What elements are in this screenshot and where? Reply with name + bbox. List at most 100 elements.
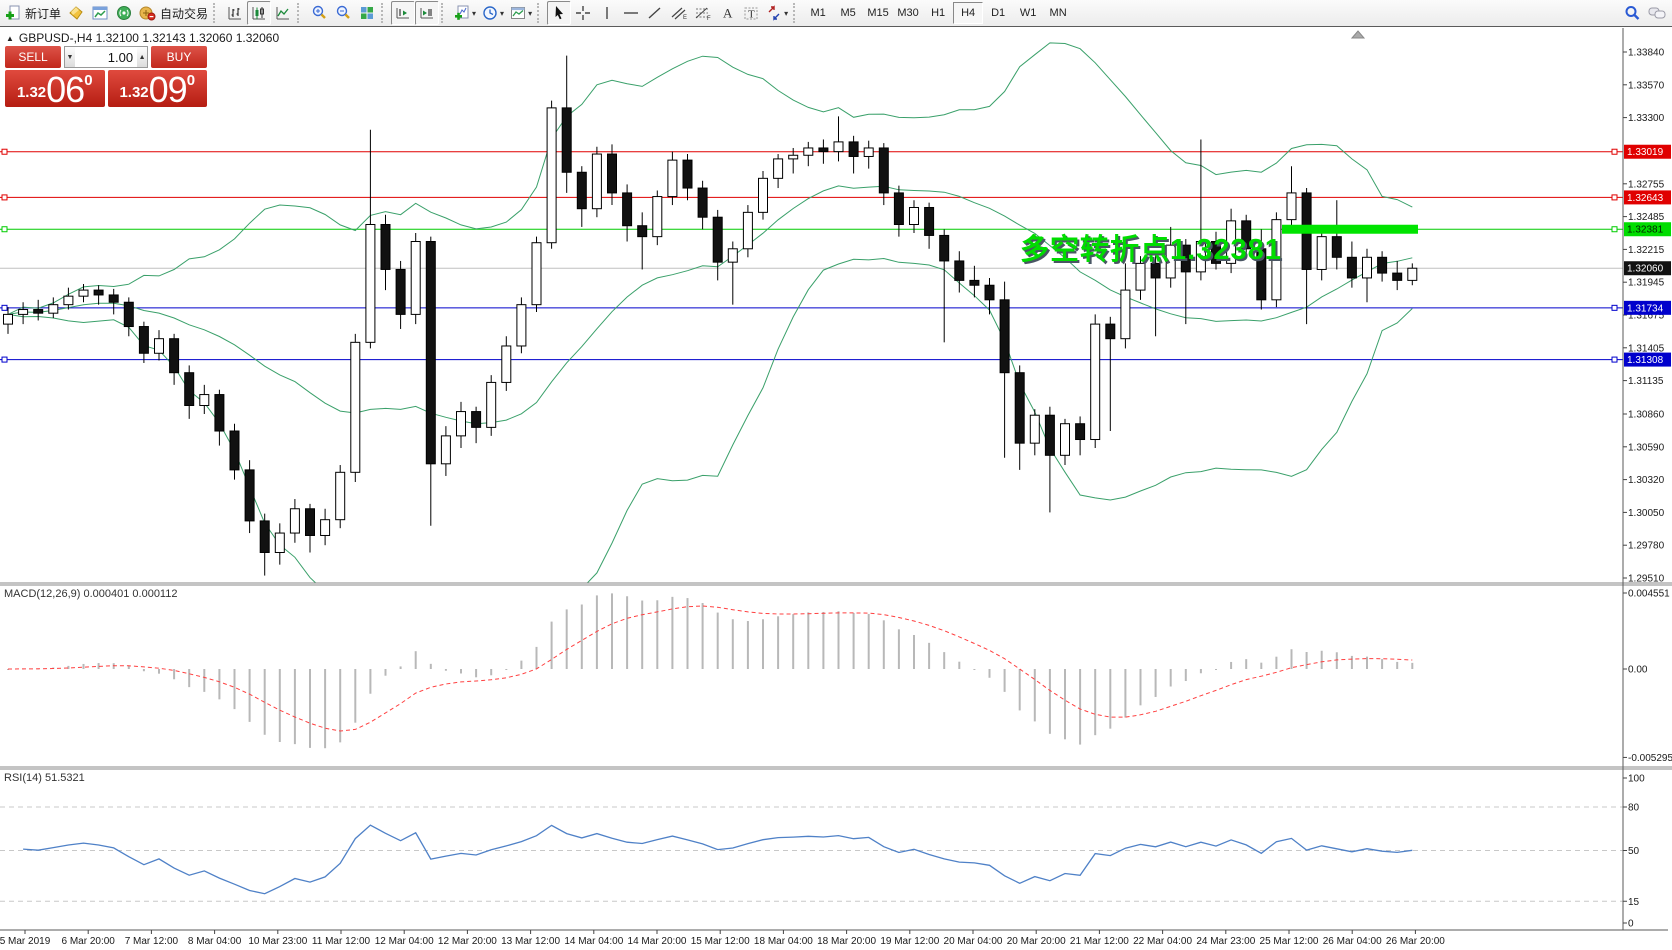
autotrade-button[interactable]: 自动交易 [136,1,211,25]
candle-body [244,469,255,522]
trendline-button[interactable] [643,1,667,25]
macd-histogram-bar [142,669,145,672]
price-tick-label: 1.33300 [1628,113,1665,124]
candle-body [154,338,164,354]
macd-histogram-bar [1230,661,1233,669]
toolbar-grip [297,3,304,23]
chart-title: ▲ GBPUSD-,H4 1.32100 1.32143 1.32060 1.3… [6,31,279,45]
macd-histogram-bar [82,663,85,669]
macd-histogram-bar [656,600,659,669]
tf-d1-button[interactable]: D1 [991,7,1006,19]
candle-body [33,309,44,314]
tf-mn-button[interactable]: MN [1049,7,1067,19]
price-badge-label: 1.32643 [1627,193,1664,204]
candle-body [969,279,980,286]
indicators-button[interactable]: ▾ [451,1,479,25]
arrows-button[interactable]: ▾ [763,1,791,25]
macd-histogram-bar [913,634,915,669]
cursor-button[interactable] [547,1,572,25]
channel-button[interactable]: E [667,1,691,25]
candle-body [712,216,723,263]
svg-text:F: F [707,16,711,21]
tf-h1-button[interactable]: H1 [931,7,946,19]
candle-body [1362,256,1372,279]
macd-histogram-bar [188,669,191,688]
candle-body [742,211,753,250]
zoom-in-button[interactable] [307,1,331,25]
fibonacci-button[interactable]: F [691,1,715,25]
macd-histogram-bar [1048,669,1051,734]
candle-body [1256,248,1267,301]
time-tick-label: 14 Mar 20:00 [628,936,687,947]
chat-button[interactable] [1644,1,1670,25]
buy-price-pip: 0 [186,72,196,89]
periods-button[interactable]: ▾ [479,1,507,25]
volume-down-button[interactable]: ▼ [65,47,75,67]
buy-button[interactable]: BUY [151,46,207,68]
sell-price-panel[interactable]: 1.32 06 0 [5,70,105,108]
macd-histogram-bar [97,663,100,669]
chart-shift-icon [420,8,434,19]
macd-histogram-bar [897,629,900,669]
tf-m1-button[interactable]: M1 [810,7,826,19]
tf-m30-button[interactable]: M30 [897,7,919,19]
line-chart-button[interactable] [271,1,295,25]
macd-histogram-bar [429,663,432,669]
macd-histogram-bar [701,603,704,669]
candle-body [1331,236,1342,258]
volume-input[interactable] [74,47,138,67]
label-button[interactable]: T [739,1,763,25]
macd-histogram-bar [762,619,764,669]
vline-icon [606,7,608,19]
chevron-down-icon: ▾ [472,8,477,18]
scroll-to-end-button[interactable] [391,1,416,25]
price-tick-label: 1.33840 [1628,48,1665,59]
candle-body [486,381,497,428]
candle-body [939,234,950,262]
chart-shift-button[interactable] [415,1,440,25]
candlestick-button[interactable] [247,1,272,25]
time-tick-label: 11 Mar 12:00 [312,936,371,947]
hline-icon [624,12,639,14]
toolbar-grip [537,3,544,23]
macd-histogram-bar [460,669,462,674]
candle-body [365,223,376,343]
tf-m5-button[interactable]: M5 [840,7,856,19]
bar-chart-button[interactable] [223,1,247,25]
tf-m15-button[interactable]: M15 [867,7,889,19]
tf-h4-button[interactable]: H4 [953,2,984,24]
level-handle [1,148,8,155]
volume-up-button[interactable]: ▲ [137,47,147,67]
candle-body [1407,267,1418,281]
signal-button[interactable] [112,1,136,25]
deposit-button[interactable] [64,1,88,25]
new-order-button[interactable]: 新订单 [2,1,64,25]
rsi-line [23,824,1413,895]
candle-body [667,159,678,198]
macd-histogram-bar [218,669,221,700]
tile-windows-button[interactable] [355,1,379,25]
buy-price-panel[interactable]: 1.32 09 0 [107,70,207,108]
chat-icon [1648,7,1666,19]
macd-histogram-bar [1018,669,1021,711]
search-button[interactable] [1620,1,1644,25]
templates-button[interactable]: ▾ [507,1,535,25]
price-tick-label: 1.32215 [1628,245,1665,256]
text-button[interactable]: A [715,1,739,25]
collapse-icon[interactable]: ▲ [6,33,14,43]
macd-histogram-bar [324,669,327,749]
crosshair-button[interactable] [571,1,595,25]
candle-body [1090,323,1101,441]
candle-body [305,508,315,536]
level-handle [1611,304,1618,311]
market-watch-button[interactable] [88,1,112,25]
price-tick-label: 1.30050 [1628,508,1665,519]
vline-button[interactable] [595,1,619,25]
tf-w1-button[interactable]: W1 [1019,7,1037,19]
sell-button[interactable]: SELL [5,46,61,68]
price-tick-label: 1.31945 [1628,278,1665,289]
zoom-out-button[interactable] [331,1,355,25]
hline-button[interactable] [619,1,643,25]
candle-body [456,411,466,437]
